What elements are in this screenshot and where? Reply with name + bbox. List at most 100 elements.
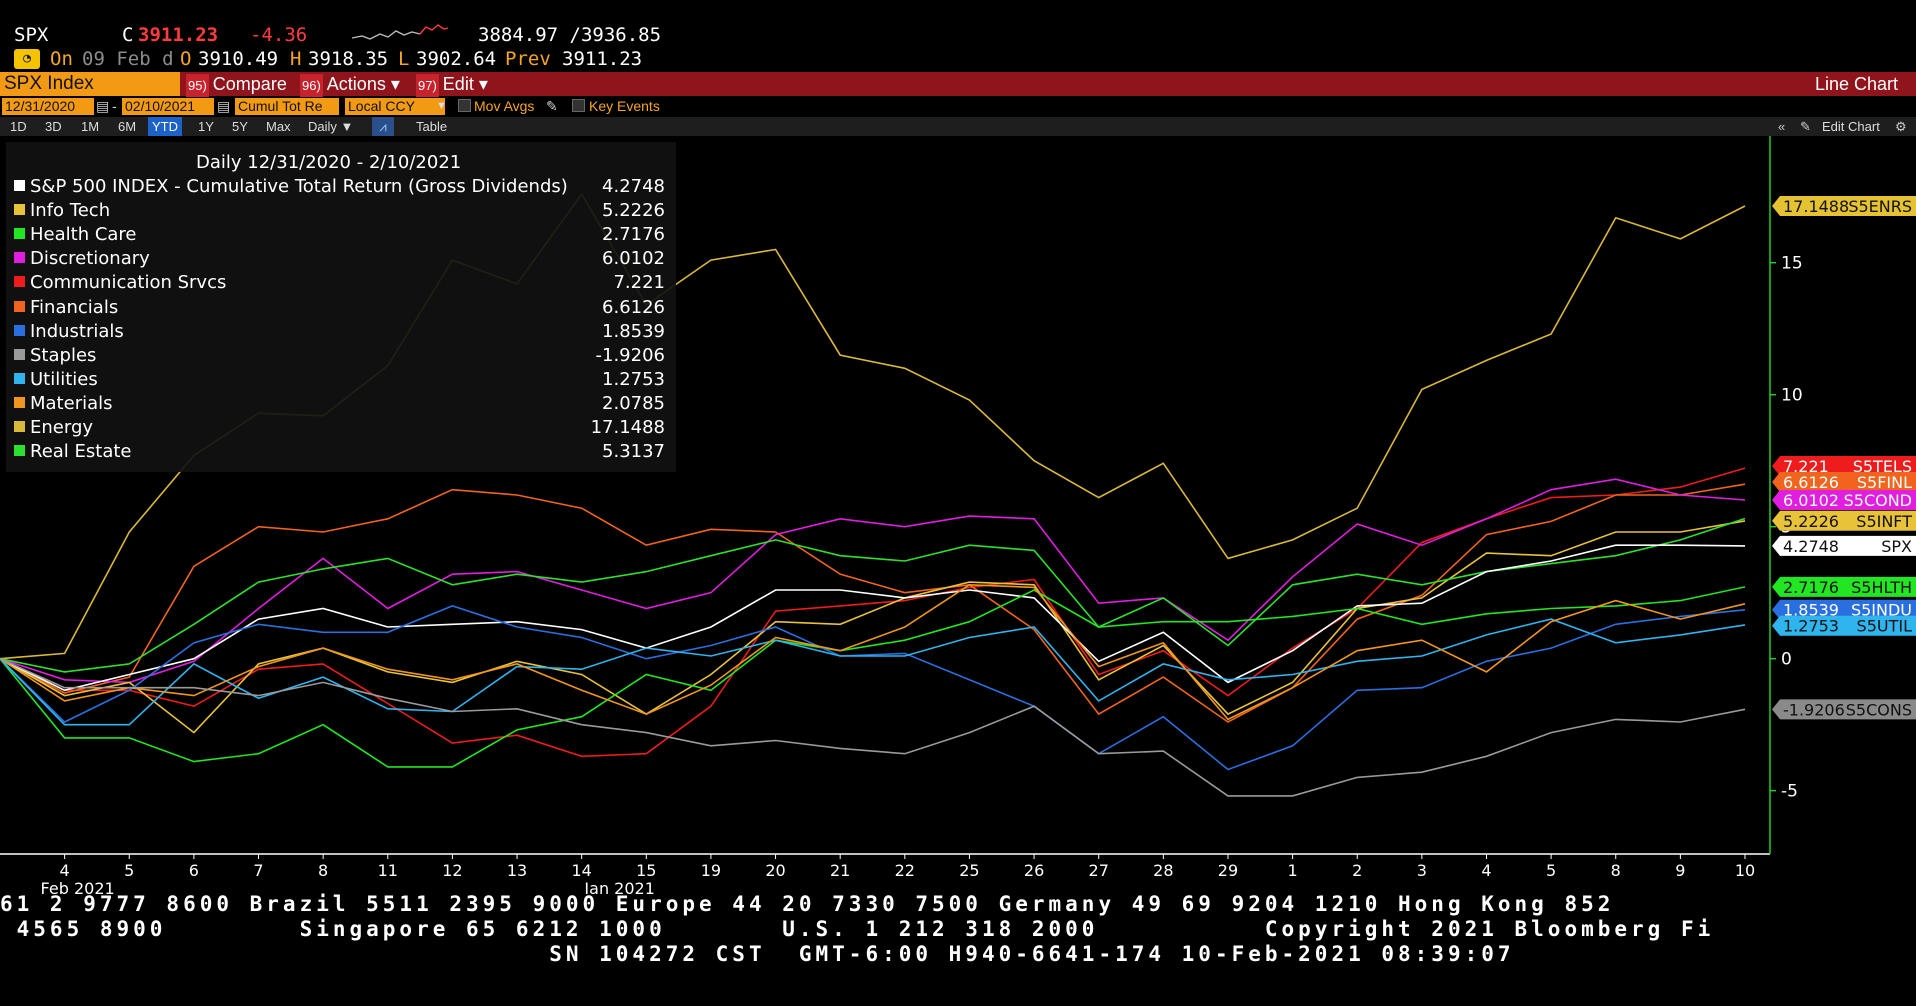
legend-item[interactable]: Discretionary [14,248,150,269]
value-tag-code: S5HLTH [1851,578,1912,597]
mov-avgs-checkbox[interactable] [458,99,471,112]
x-tick-label: 3 [1417,861,1427,880]
legend-swatch [14,421,25,432]
legend-item[interactable]: Staples [14,345,96,366]
mov-avgs-label: Mov Avgs [474,98,535,114]
legend-swatch [14,348,25,360]
day-range: 3884.97 /3936.85 [478,24,662,46]
legend-value: 7.221 [613,272,665,294]
legend-swatch [14,204,25,216]
legend-title: Daily 12/31/2020 - 2/10/2021 [196,152,462,173]
gear-icon[interactable]: ⚙ [1895,119,1907,134]
compare-number: 95) [186,74,209,98]
security-field[interactable]: SPX Index [0,72,180,96]
legend-item[interactable]: Utilities [14,369,98,390]
x-tick-label: 9 [1675,861,1685,880]
legend-item[interactable]: Energy [14,417,93,438]
value-tag-s5inft: 5.2226 S5INFT [1772,510,1916,531]
legend-label: Discretionary [30,248,150,270]
end-date-field[interactable]: 02/10/2021 [122,98,214,115]
line-chart: 4 5 6 7 8 11 12 13 14 15 19 20 21 22 25 26 27 28 29 1 2 3 4 5 8 9… [0,136,1916,894]
edit-chart-button[interactable]: Edit Chart [1822,119,1880,134]
value-tag-value: 2.7176 [1783,578,1839,597]
footer-session-line: SN 104272 CST GMT-6:00 H940-6641-174 10-… [0,942,1515,966]
frequency-select[interactable]: Daily ▼ [308,119,354,134]
actions-label: Actions ▾ [326,74,400,94]
price-change: -4.36 [250,24,308,46]
value-tag-s5hlth: 2.7176 S5HLTH [1772,576,1916,597]
edit-button[interactable]: 97) Edit ▾ [416,72,488,98]
compare-button[interactable]: 95) Compare [186,72,287,98]
realtime-icon[interactable]: ◔ [14,49,40,69]
pencil-icon[interactable]: ✎ [546,98,558,114]
period-max[interactable]: Max [266,119,291,134]
low-price: 3902.64 [416,48,497,70]
value-tag-code: SPX [1881,537,1912,556]
value-tag-code: S5INDU [1851,601,1912,620]
value-tag-code: S5COND [1844,491,1912,510]
open-price: 3910.49 [198,48,279,70]
period-5y[interactable]: 5Y [232,119,248,134]
legend-value: 5.2226 [602,200,665,222]
legend-label: Industrials [30,320,124,342]
collapse-icon[interactable]: « [1778,119,1786,134]
x-tick-label: 27 [1089,861,1109,880]
series-line-s-p-500-index-cumulative-total-return-gross-dividends [0,544,1746,692]
x-tick-label: 8 [1611,861,1621,880]
legend-value: 5.3137 [602,441,665,463]
legend-label: Energy [30,417,94,438]
x-tick-label: 6 [189,861,199,880]
value-tag-value: 5.2226 [1783,512,1839,531]
footer-contacts-line1: 61 2 9777 8600 Brazil 5511 2395 9000 Eur… [0,892,1615,916]
x-tick-label: 21 [830,861,850,880]
y-tick-label: -5 [1781,782,1798,802]
legend-item[interactable]: Industrials [14,321,124,342]
period-3d[interactable]: 3D [45,119,62,134]
field-select[interactable]: Cumul Tot Re [235,98,339,115]
calendar-icon[interactable]: ▤ [217,98,231,114]
value-tag-code: S5UTIL [1857,617,1913,636]
value-tag-s5cons: -1.9206 S5CONS [1772,699,1916,720]
legend-item[interactable]: Real Estate [14,441,132,462]
legend-value: 1.2753 [602,368,665,390]
actions-button[interactable]: 96) Actions ▾ [300,72,400,98]
footer-contacts-line2: 4565 8900 Singapore 65 6212 1000 U.S. 1 … [0,917,1715,941]
key-events-checkbox[interactable] [572,99,585,112]
legend-value: -1.9206 [595,344,665,366]
series-line-info-tech [0,520,1746,734]
legend-swatch [14,396,25,408]
chevron-down-icon[interactable]: ▼ [436,100,447,112]
x-tick-label: 5 [124,861,134,880]
legend-item[interactable]: S&P 500 INDEX - Cumulative Total Return … [14,176,568,197]
edit-number: 97) [416,74,439,98]
legend-swatch [14,228,25,240]
legend-item[interactable]: Info Tech [14,200,110,221]
table-button[interactable]: Table [416,119,448,134]
period-6m[interactable]: 6M [118,119,137,134]
value-tag-code: S5ENRS [1848,197,1912,216]
legend-item[interactable]: Financials [14,297,118,318]
x-tick-label: 7 [253,861,263,880]
period-1m[interactable]: 1M [81,119,100,134]
close-label: C [122,24,134,46]
currency-select[interactable]: Local CCY [345,98,445,115]
x-tick-label: 4 [60,861,70,880]
period-1d[interactable]: 1D [10,119,27,134]
period-1y[interactable]: 1Y [198,119,214,134]
prev-price: 3911.23 [562,48,643,70]
calendar-icon[interactable]: ▤ [96,98,110,114]
x-tick-label: 1 [1287,861,1297,880]
value-tag-value: 6.0102 [1783,491,1839,510]
legend-label: Financials [30,296,119,318]
start-date-field[interactable]: 12/31/2020 [2,98,94,115]
value-tag-code: S5INFT [1856,512,1912,531]
legend-label: Materials [30,392,113,414]
series-line-staples [0,657,1746,797]
y-tick-label: 10 [1781,386,1803,406]
line-chart-icon[interactable]: ⩘ [372,117,394,136]
pencil-icon[interactable]: ✎ [1800,119,1811,134]
legend-item[interactable]: Communication Srvcs [14,272,226,293]
legend-item[interactable]: Materials [14,393,113,414]
period-ytd[interactable]: YTD [148,117,182,136]
legend-item[interactable]: Health Care [14,224,137,245]
